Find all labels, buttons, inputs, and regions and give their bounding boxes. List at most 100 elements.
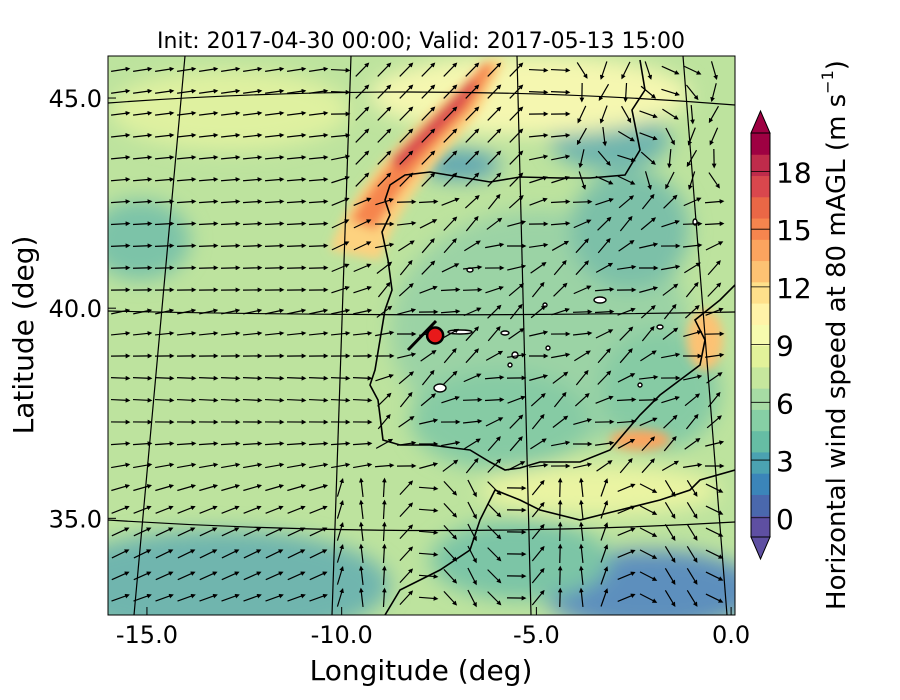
wind-vector-arrow [641, 193, 655, 210]
wind-vector-arrow [686, 502, 698, 519]
wind-vector-arrow [421, 150, 436, 165]
wind-vector-arrow [661, 264, 681, 271]
wind-vector-arrow [465, 215, 479, 232]
wind-vector-arrow [110, 132, 131, 138]
y-tick-label: 45.0 [49, 85, 102, 113]
wind-vector-arrow [353, 197, 372, 207]
x-tick-label: 0.0 [712, 621, 750, 649]
wind-vector-arrow [550, 199, 571, 205]
wind-vector-arrow [353, 285, 372, 294]
wind-vector-arrow [309, 549, 328, 559]
colorbar-bin [751, 239, 770, 262]
x-tick-label: -10.0 [311, 621, 373, 649]
wind-vector-arrow [531, 479, 545, 496]
wind-vector-arrow [551, 240, 570, 251]
wind-vector-arrow [442, 459, 459, 472]
wind-vector-arrow [110, 331, 131, 336]
colorbar-bin [751, 196, 770, 219]
wind-vector-arrow [467, 501, 477, 520]
wind-vector-arrow [485, 242, 505, 249]
wind-vector-arrow [177, 308, 197, 315]
colorbar-bin [751, 260, 770, 283]
wind-vector-arrow [396, 220, 417, 226]
wind-vector-arrow [199, 308, 219, 315]
wind-vector-arrow [358, 477, 364, 498]
wind-vector-arrow [220, 177, 241, 182]
colorbar-label: Horizontal wind speed at 80 mAGL (m s−1) [818, 60, 852, 610]
colorbar-ticks: 0 3 6 9 12 15 18 [751, 156, 812, 536]
wind-vector-arrow [617, 483, 636, 493]
wind-vector-arrow [529, 242, 549, 248]
wind-vector-arrow [399, 502, 414, 518]
wind-vector-arrow [443, 84, 458, 99]
wind-vector-arrow [487, 436, 501, 452]
wind-vector-arrow [264, 265, 285, 271]
wind-vector-arrow [330, 375, 351, 381]
wind-vector-arrow [309, 66, 329, 72]
wind-vector-arrow [704, 221, 725, 227]
wind-vector-arrow [377, 62, 392, 77]
wind-vector-arrow [287, 505, 306, 514]
wind-vector-arrow [110, 110, 131, 116]
wind-vector-arrow [377, 128, 392, 143]
wind-vector-arrow [265, 308, 285, 315]
wind-vector-arrow [573, 219, 592, 229]
wind-vector-arrow [617, 154, 636, 162]
wind-vector-arrow [597, 150, 611, 166]
wind-vector-arrow [199, 88, 219, 94]
colorbar-bin [751, 133, 770, 155]
wind-vector-arrow [553, 391, 567, 408]
wind-vector-arrow [595, 197, 614, 206]
wind-vector-arrow [486, 217, 503, 230]
wind-vector-arrow [309, 308, 329, 315]
wind-vector-arrow [507, 461, 526, 471]
wind-vector-arrow [155, 527, 174, 537]
wind-vector-arrow [686, 149, 698, 168]
wind-vector-arrow [553, 282, 568, 297]
wind-vector-arrow [550, 221, 571, 226]
wind-vector-arrow [576, 62, 588, 79]
wind-vector-arrow [308, 177, 329, 182]
wind-vector-arrow [462, 287, 483, 293]
wind-vector-arrow [639, 593, 658, 603]
wind-vector-arrow [579, 477, 584, 498]
wind-vector-arrow [619, 458, 633, 474]
wind-vector-arrow [132, 199, 153, 204]
wind-vector-arrow [464, 194, 480, 209]
wind-vector-arrow [443, 128, 458, 143]
wind-vector-arrow [309, 484, 329, 492]
wind-vector-arrow [132, 110, 153, 116]
wind-vector-arrow [528, 67, 549, 73]
wind-vector-arrow [641, 325, 655, 342]
wind-vector-arrow [664, 523, 676, 541]
wind-vector-arrow [600, 478, 609, 497]
wind-vector-arrow [308, 132, 329, 138]
wind-vector-arrow [665, 127, 675, 146]
wind-vector-arrow [176, 243, 197, 249]
wind-vector-arrow [176, 397, 197, 403]
wind-vector-arrow [664, 501, 676, 519]
wind-vector-arrow [220, 441, 241, 446]
wind-vector-arrow [572, 309, 593, 315]
wind-vector-arrow [557, 521, 563, 542]
wind-vector-arrow [331, 219, 350, 229]
wind-vector-arrow [111, 308, 131, 315]
wind-vector-arrow [336, 543, 344, 563]
wind-vector-arrow [110, 221, 131, 227]
colorbar-bin [751, 366, 770, 389]
wind-vectors [110, 61, 725, 608]
wind-vector-arrow [507, 220, 527, 227]
wind-vector-arrow [621, 61, 631, 80]
wind-vector-arrow [155, 549, 174, 559]
wind-vector-arrow [421, 369, 435, 386]
wind-vector-arrow [155, 66, 175, 72]
wind-vector-arrow [286, 331, 307, 336]
wind-vector-arrow [198, 441, 219, 446]
wind-vector-arrow [528, 133, 549, 138]
wind-vector-arrow [264, 132, 285, 138]
wind-vector-arrow [353, 263, 372, 273]
wind-vector-arrow [443, 590, 458, 606]
wind-vector-arrow [465, 172, 480, 187]
wind-vector-arrow [331, 285, 350, 294]
wind-vector-arrow [662, 108, 679, 120]
